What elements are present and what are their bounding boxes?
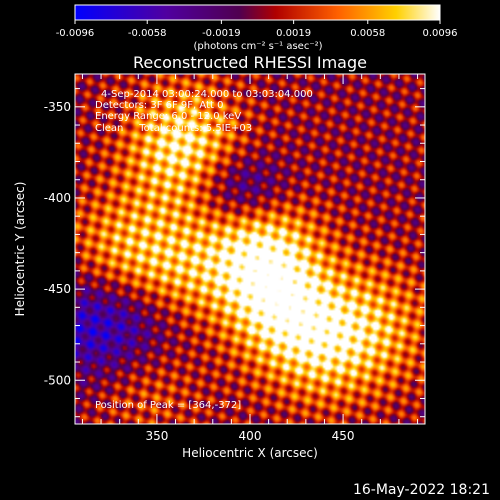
annotation-detectors: Detectors: 3F 6F 9F, Att 0 xyxy=(95,100,223,111)
annotation-clean: Clean Total counts: 5.5IE+03 xyxy=(95,123,252,134)
annotation-time: 4-Sep-2014 03:00:24.000 to 03:03:04.000 xyxy=(101,89,313,100)
y-axis-label: Heliocentric Y (arcsec) xyxy=(13,182,27,317)
colorbar-tick-label: 0.0058 xyxy=(350,28,385,39)
heatmap-image xyxy=(75,74,425,424)
colorbar-gradient xyxy=(74,4,441,21)
x-tick-label: 400 xyxy=(239,429,262,443)
x-axis-label: Heliocentric X (arcsec) xyxy=(182,446,318,460)
colorbar-ticks: -0.0096 -0.0058 -0.0019 0.0019 0.0058 0.0096 xyxy=(56,20,458,39)
colorbar-tick-label: 0.0019 xyxy=(276,28,311,39)
y-tick-label: -500 xyxy=(44,373,71,387)
colorbar: -0.0096 -0.0058 -0.0019 0.0019 0.0058 0.0096 … xyxy=(56,4,458,52)
colorbar-tick-label: 0.0096 xyxy=(423,28,458,39)
colorbar-unit-label: (photons cm⁻² s⁻¹ asec⁻²) xyxy=(193,41,322,52)
x-tick-label: 350 xyxy=(145,429,168,443)
timestamp: 16-May-2022 18:21 xyxy=(353,482,490,498)
x-tick-label: 450 xyxy=(332,429,355,443)
annotation-energy: Energy Range: 6.0 - 12.0 keV xyxy=(95,111,241,122)
y-tick-label: -350 xyxy=(44,100,71,114)
axis-ticks: 350 400 450 -350 -400 -450 -500 xyxy=(44,74,425,443)
colorbar-tick-label: -0.0019 xyxy=(202,28,241,39)
chart-title: Reconstructed RHESSI Image xyxy=(133,53,367,72)
annotations: 4-Sep-2014 03:00:24.000 to 03:03:04.000 … xyxy=(95,89,313,411)
annotation-peak: Position of Peak = [364,-372] xyxy=(95,400,241,411)
y-tick-label: -400 xyxy=(44,191,71,205)
y-tick-label: -450 xyxy=(44,282,71,296)
colorbar-tick-label: -0.0058 xyxy=(128,28,167,39)
image-panel: 350 400 450 -350 -400 -450 -500 xyxy=(44,73,426,443)
colorbar-tick-label: -0.0096 xyxy=(56,28,95,39)
